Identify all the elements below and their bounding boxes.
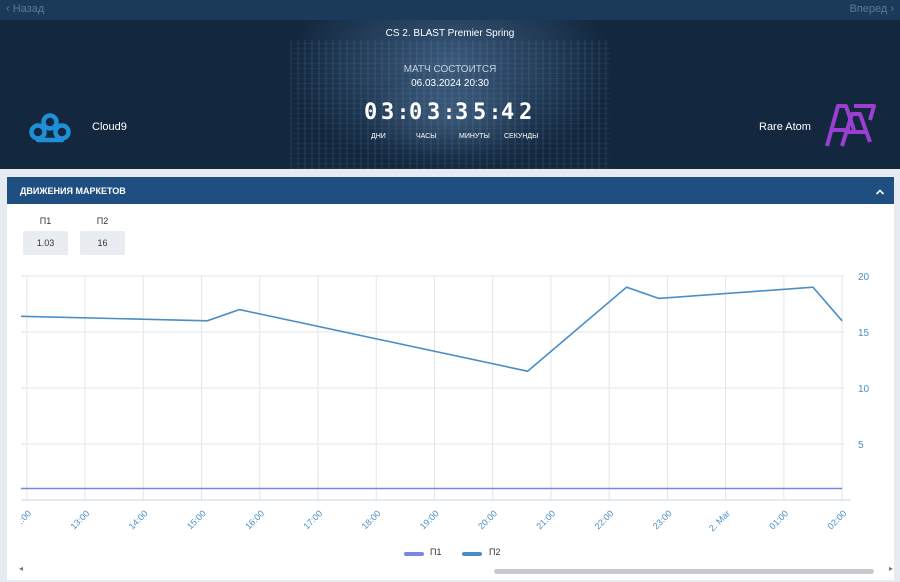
odd-value-p1[interactable]: 1.03 bbox=[23, 231, 68, 255]
scroll-left-icon[interactable]: ◂ bbox=[19, 564, 24, 573]
x-tick-label: 20:00 bbox=[476, 508, 499, 531]
countdown-digit: 3 bbox=[381, 100, 395, 125]
countdown-digit: 0 bbox=[409, 100, 423, 125]
y-tick-label: 20 bbox=[858, 272, 870, 283]
market-chart: 5 10 15 20 .:00 13:00 14:00 15:00 16:00 17:00 18:0… bbox=[16, 272, 870, 533]
countdown-separator: : bbox=[443, 100, 456, 124]
panel-title: ДВИЖЕНИЯ МАРКЕТОВ bbox=[20, 186, 126, 196]
x-tick-label: 02:00 bbox=[825, 508, 848, 531]
countdown-separator: : bbox=[489, 100, 502, 124]
legend-swatch-p1 bbox=[404, 552, 424, 556]
legend-label-p2[interactable]: П2 bbox=[489, 547, 501, 557]
odd-value-p2[interactable]: 16 bbox=[80, 231, 125, 255]
back-link[interactable]: ‹ Назад bbox=[6, 3, 45, 15]
x-tick-label: 13:00 bbox=[68, 508, 91, 531]
x-tick-label: 23:00 bbox=[651, 508, 674, 531]
y-tick-label: 10 bbox=[858, 384, 870, 395]
countdown-digit: 0 bbox=[364, 100, 378, 125]
x-tick-label: .:00 bbox=[16, 508, 34, 526]
rare-atom-logo-icon bbox=[824, 102, 876, 153]
countdown-timer: 0 3 : 0 3 : 3 5 : 4 2 bbox=[360, 100, 540, 130]
x-tick-label: 22:00 bbox=[593, 508, 616, 531]
countdown-digit: 5 bbox=[473, 100, 487, 125]
scrollbar-thumb[interactable] bbox=[494, 569, 874, 574]
x-tick-label: 15:00 bbox=[185, 508, 208, 531]
team1-name[interactable]: Cloud9 bbox=[92, 121, 127, 133]
x-tick-label: 17:00 bbox=[301, 508, 324, 531]
cloud9-logo-icon bbox=[26, 112, 74, 149]
team2-name[interactable]: Rare Atom bbox=[759, 121, 811, 133]
top-nav: ‹ Назад Вперед › bbox=[0, 0, 900, 20]
odd-label-p2: П2 bbox=[96, 216, 109, 226]
x-tick-label: 19:00 bbox=[418, 508, 441, 531]
legend-swatch-p2 bbox=[462, 552, 482, 556]
countdown-separator: : bbox=[397, 100, 410, 124]
y-tick-label: 5 bbox=[858, 440, 864, 451]
chart-horizontal-scrollbar[interactable]: ◂ ▸ bbox=[19, 564, 893, 575]
match-header: CS 2. BLAST Premier Spring МАТЧ СОСТОИТС… bbox=[0, 20, 900, 169]
match-date: 06.03.2024 20:30 bbox=[411, 78, 489, 89]
countdown-digit: 2 bbox=[519, 100, 533, 125]
scroll-right-icon[interactable]: ▸ bbox=[888, 564, 893, 573]
x-tick-label: 2. Mar bbox=[707, 508, 732, 533]
x-tick-label: 21:00 bbox=[534, 508, 557, 531]
x-tick-label: 18:00 bbox=[360, 508, 383, 531]
countdown-label-seconds: СЕКУНДЫ bbox=[504, 133, 539, 140]
x-tick-label: 14:00 bbox=[127, 508, 150, 531]
panel-header[interactable]: ДВИЖЕНИЯ МАРКЕТОВ bbox=[7, 177, 894, 204]
x-tick-label: 16:00 bbox=[243, 508, 266, 531]
stadium-background bbox=[290, 40, 610, 169]
odd-label-p1: П1 bbox=[39, 216, 52, 226]
forward-link[interactable]: Вперед › bbox=[849, 3, 894, 15]
legend-label-p1[interactable]: П1 bbox=[430, 547, 442, 557]
countdown-label-days: ДНИ bbox=[371, 133, 386, 140]
countdown-digit: 3 bbox=[427, 100, 441, 125]
countdown-label-minutes: МИНУТЫ bbox=[459, 133, 490, 140]
chevron-up-icon[interactable] bbox=[875, 184, 885, 202]
market-movements-panel: ДВИЖЕНИЯ МАРКЕТОВ П1 1.03 П2 16 5 10 15 20.… bbox=[7, 177, 894, 580]
match-status: МАТЧ СОСТОИТСЯ bbox=[403, 64, 497, 75]
countdown-digit: 4 bbox=[501, 100, 515, 125]
x-tick-label: 01:00 bbox=[767, 508, 790, 531]
y-tick-label: 15 bbox=[858, 328, 870, 339]
countdown-digit: 3 bbox=[455, 100, 469, 125]
countdown-label-hours: ЧАСЫ bbox=[416, 133, 437, 140]
tournament-title: CS 2. BLAST Premier Spring bbox=[385, 28, 515, 39]
series-line-2 bbox=[20, 286, 843, 373]
